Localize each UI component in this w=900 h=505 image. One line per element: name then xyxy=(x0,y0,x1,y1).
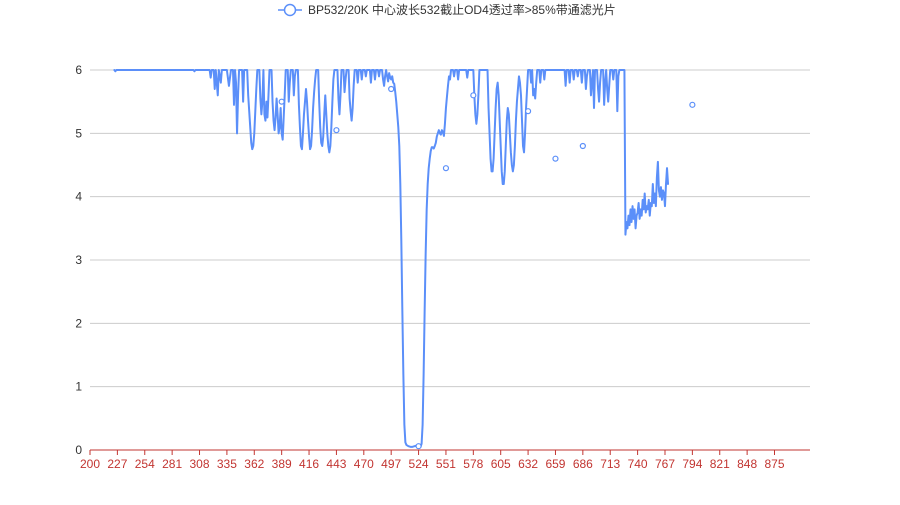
grid-lines xyxy=(90,69,810,388)
y-tick-label: 5 xyxy=(75,126,82,140)
x-tick-label: 686 xyxy=(573,457,593,471)
legend[interactable]: BP532/20K 中心波长532截止OD4透过率>85%带通滤光片 xyxy=(278,2,616,17)
y-tick-label: 0 xyxy=(75,443,82,457)
data-point-marker[interactable] xyxy=(552,155,559,162)
x-tick-label: 578 xyxy=(463,457,483,471)
data-point-marker[interactable] xyxy=(524,108,532,115)
x-tick-label: 362 xyxy=(244,457,264,471)
legend-series-label: BP532/20K 中心波长532截止OD4透过率>85%带通滤光片 xyxy=(308,2,616,17)
x-tick-label: 875 xyxy=(764,457,784,471)
x-tick-label: 227 xyxy=(107,457,127,471)
x-tick-label: 389 xyxy=(272,457,292,471)
x-tick-label: 470 xyxy=(354,457,374,471)
x-tick-label: 200 xyxy=(80,457,100,471)
x-tick-label: 659 xyxy=(545,457,565,471)
x-tick-label: 740 xyxy=(628,457,648,471)
x-tick-label: 551 xyxy=(436,457,456,471)
y-axis-labels: 0 1 2 3 4 5 6 xyxy=(75,63,82,457)
data-point-marker[interactable] xyxy=(579,142,586,150)
x-tick-label: 524 xyxy=(409,457,429,471)
x-tick-label: 497 xyxy=(381,457,401,471)
data-point-marker[interactable] xyxy=(278,98,285,105)
y-tick-label: 1 xyxy=(75,380,82,394)
data-point-marker[interactable] xyxy=(442,165,450,172)
x-axis: 200 227 254 281 308 335 362 389 416 443 470 497 524 5… xyxy=(80,449,810,471)
x-tick-label: 605 xyxy=(491,457,511,471)
data-point-marker[interactable] xyxy=(689,101,696,108)
x-tick-label: 416 xyxy=(299,457,319,471)
x-tick-label: 713 xyxy=(600,457,620,471)
y-tick-label: 3 xyxy=(75,253,82,267)
series-line xyxy=(113,69,670,448)
series-layer xyxy=(113,69,670,448)
x-tick-label: 821 xyxy=(710,457,730,471)
y-tick-label: 2 xyxy=(75,316,82,330)
x-tick-label: 767 xyxy=(655,457,675,471)
data-point-marker[interactable] xyxy=(415,443,422,450)
x-tick-label: 794 xyxy=(682,457,702,471)
marker-layer xyxy=(278,85,696,450)
x-tick-label: 335 xyxy=(217,457,237,471)
y-tick-label: 4 xyxy=(75,190,82,204)
x-tick-label: 281 xyxy=(162,457,182,471)
data-point-marker[interactable] xyxy=(333,127,340,134)
data-point-marker[interactable] xyxy=(388,85,395,93)
y-tick-label: 6 xyxy=(75,63,82,77)
x-tick-label: 443 xyxy=(326,457,346,471)
legend-marker-icon xyxy=(283,3,297,17)
x-tick-label: 308 xyxy=(190,457,210,471)
x-tick-label: 254 xyxy=(135,457,155,471)
data-point-marker[interactable] xyxy=(470,92,477,99)
x-tick-label: 632 xyxy=(518,457,538,471)
x-tick-label: 848 xyxy=(737,457,757,471)
